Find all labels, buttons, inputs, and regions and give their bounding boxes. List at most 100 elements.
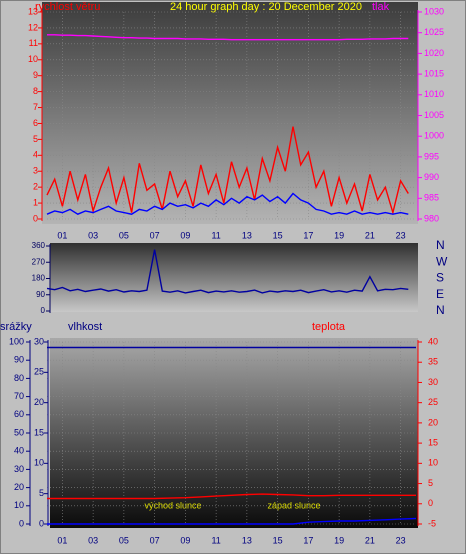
y-tick-label: 20 [34,397,44,407]
y-tick-label: 100 [9,336,24,346]
x-tick-label: 11 [211,535,220,545]
y-tick-label: 1 [33,197,38,207]
y-tick-label: 40 [14,446,24,456]
y-tick-label: 15 [34,427,44,437]
y-tick-label: E [436,287,444,301]
y-tick-label: 360 [32,241,46,250]
humidity-label: vlhkost [68,321,102,333]
y-tick-label: 5 [39,488,44,498]
y-tick-label: 80 [14,373,24,383]
y-tick-label: 90 [14,355,24,365]
series-line [46,192,409,215]
x-tick-label: 15 [273,535,283,545]
y-tick-label: 3 [33,166,38,176]
y-tick-label: 12 [28,22,38,32]
y-tick-label: 5 [428,478,433,488]
x-tick-label: 01 [57,230,67,240]
y-tick-label: 5 [33,134,38,144]
y-tick-label: 9 [33,70,38,80]
y-tick-label: 0 [33,213,38,223]
x-tick-label: 19 [334,230,344,240]
y-tick-label: 8 [33,86,38,96]
y-tick-label: 60 [14,409,24,419]
direction-panel [50,243,418,312]
y-tick-label: -5 [428,518,436,528]
y-tick-label: 1000 [424,131,444,141]
y-tick-label: 13 [28,6,38,16]
pressure-label: tlak [372,1,390,13]
y-tick-label: N [436,238,445,252]
y-tick-label: 6 [33,118,38,128]
x-tick-label: 07 [150,535,160,545]
x-tick-label: 03 [88,535,98,545]
y-tick-label: 180 [32,274,46,283]
wind-panel [42,2,418,224]
x-tick-label: 19 [334,535,344,545]
x-tick-label: 13 [242,230,252,240]
x-tick-label: 01 [57,535,67,545]
y-tick-label: 980 [424,213,439,223]
y-tick-label: 995 [424,151,439,161]
x-tick-label: 17 [303,230,313,240]
y-tick-label: 90 [36,290,45,299]
y-tick-label: 1020 [424,48,444,58]
y-tick-label: 0 [428,498,433,508]
y-tick-label: 0 [39,518,44,528]
x-tick-label: 05 [119,535,129,545]
y-tick-label: W [436,254,448,268]
x-tick-label: 09 [180,230,190,240]
x-tick-label: 23 [396,230,406,240]
y-tick-label: 270 [32,257,46,266]
y-tick-label: 30 [428,377,438,387]
x-tick-label: 11 [211,230,220,240]
sunrise-label: východ slunce [144,500,201,510]
sunset-label: západ slunce [267,500,320,510]
y-tick-label: 25 [428,397,438,407]
y-tick-label: 2 [33,182,38,192]
temperature-label: teplota [312,321,346,333]
series-line [47,493,416,500]
y-tick-label: 1010 [424,89,444,99]
y-tick-label: 0 [19,518,24,528]
x-tick-label: 03 [88,230,98,240]
y-tick-label: 40 [428,336,438,346]
y-tick-label: 35 [428,357,438,367]
y-tick-label: 10 [28,54,38,64]
rain-label: srážky [0,321,32,333]
wind-label: rychlost větru [35,1,100,13]
x-tick-label: 21 [365,230,375,240]
y-tick-label: 15 [428,437,438,447]
y-tick-label: 70 [14,391,24,401]
x-tick-label: 13 [242,535,252,545]
chart-title: 24 hour graph day : 20 December 2020 [170,1,362,13]
x-tick-label: 05 [119,230,129,240]
y-tick-label: 10 [34,458,44,468]
x-tick-label: 07 [150,230,160,240]
y-tick-label: 11 [29,38,38,48]
y-tick-label: 1025 [424,27,444,37]
series-line [46,126,409,216]
y-tick-label: 1030 [424,6,444,16]
y-tick-label: 30 [34,336,44,346]
y-tick-label: 1005 [424,110,444,120]
x-tick-label: 09 [180,535,190,545]
y-tick-label: 990 [424,172,439,182]
y-tick-label: 985 [424,193,439,203]
y-tick-label: 0 [41,306,46,315]
y-tick-label: 20 [14,482,24,492]
series-line [46,249,409,294]
x-tick-label: 23 [396,535,406,545]
y-tick-label: 1015 [424,68,444,78]
y-tick-label: 25 [34,367,44,377]
y-tick-label: 10 [14,500,24,510]
y-tick-label: N [436,303,445,317]
series-line [47,517,417,525]
series-line [47,34,409,41]
x-tick-label: 21 [365,535,375,545]
y-tick-label: 7 [33,102,38,112]
y-tick-label: 30 [14,464,24,474]
x-tick-label: 15 [273,230,283,240]
y-tick-label: 10 [428,458,438,468]
y-tick-label: 20 [428,417,438,427]
